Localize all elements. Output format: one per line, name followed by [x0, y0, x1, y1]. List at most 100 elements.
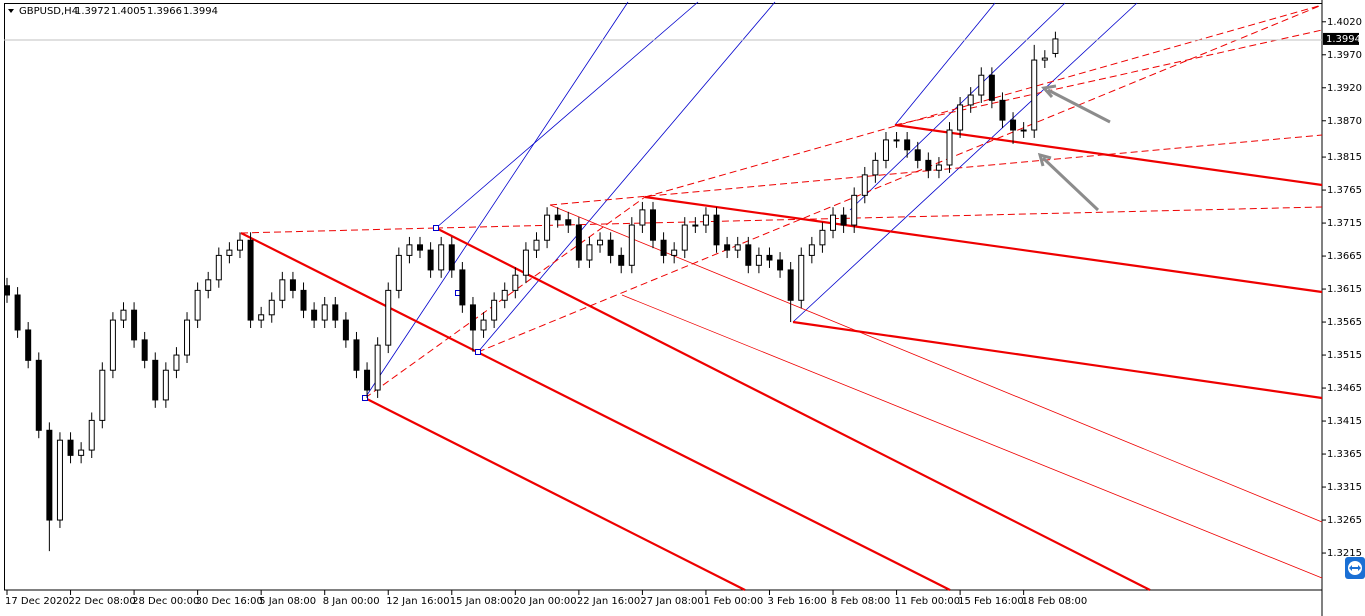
candle-body [1052, 38, 1059, 54]
candle-body [1041, 57, 1048, 61]
candle-body [808, 244, 815, 256]
candle-body [364, 369, 371, 391]
x-tick-label: 28 Dec 00:00 [132, 596, 199, 607]
teamviewer-icon[interactable] [1345, 557, 1365, 579]
x-tick-label: 22 Dec 08:00 [69, 596, 136, 607]
y-tick-label: 1.4020 [1327, 17, 1362, 28]
candle-body [480, 319, 487, 331]
candle-body [120, 309, 127, 321]
y-tick-label: 1.3665 [1327, 251, 1362, 262]
candle-body [830, 214, 837, 231]
candle-body [247, 239, 254, 321]
candle-body [469, 304, 476, 331]
candle-body [798, 254, 805, 301]
candle-body [14, 294, 21, 331]
candle-body [353, 339, 360, 371]
candle-body [745, 244, 752, 266]
candle-body [988, 74, 995, 101]
candle-body [554, 214, 561, 221]
candle-body [215, 254, 222, 281]
candle-body [226, 249, 233, 256]
x-tick-label: 3 Feb 16:00 [767, 596, 826, 607]
candle-body [289, 279, 296, 291]
candle-body [978, 74, 985, 96]
candle-body [734, 244, 741, 251]
x-tick-label: 8 Jan 00:00 [323, 596, 380, 607]
candle-body [512, 274, 519, 291]
candle-body [649, 209, 656, 241]
candle-body [56, 439, 63, 521]
candle-body [4, 285, 10, 296]
candle-body [427, 249, 434, 271]
candle-body [777, 259, 784, 271]
candle-body [131, 309, 138, 341]
candle-body [152, 359, 159, 401]
x-tick-label: 18 Feb 08:00 [1022, 596, 1088, 607]
candle-body [1031, 59, 1038, 131]
candle-body [25, 329, 32, 361]
candle-body [575, 224, 582, 261]
candle-body [904, 139, 911, 151]
candle-body [35, 359, 42, 431]
candle-body [840, 214, 847, 226]
candle-body [565, 219, 572, 226]
candle-body [766, 254, 773, 261]
candle-body [342, 319, 349, 341]
x-tick-label: 11 Feb 00:00 [895, 596, 961, 607]
candle-body [459, 269, 466, 306]
x-tick-label: 12 Jan 16:00 [386, 596, 449, 607]
candle-body [406, 244, 413, 256]
candle-body [724, 244, 731, 251]
candle-body [522, 249, 529, 276]
candle-body [925, 159, 932, 171]
current-price-label: 1.3994 [1326, 34, 1361, 45]
y-tick-label: 1.3765 [1327, 185, 1362, 196]
header-open: 1.3972 [75, 6, 110, 17]
candle-body [671, 249, 678, 256]
y-tick-label: 1.3315 [1327, 482, 1362, 493]
candle-body [88, 419, 95, 451]
candle-body [258, 314, 265, 321]
candle-body [448, 244, 455, 271]
candle-body [702, 214, 709, 226]
candle-body [586, 244, 593, 261]
candle-body [713, 214, 720, 246]
y-tick-label: 1.3870 [1327, 116, 1362, 127]
candle-body [544, 214, 551, 241]
candle-body [946, 129, 953, 166]
y-tick-label: 1.3970 [1327, 50, 1362, 61]
candle-body [1010, 119, 1017, 131]
candle-body [417, 244, 424, 251]
header-triangle [8, 9, 14, 13]
x-tick-label: 20 Jan 00:00 [513, 596, 576, 607]
candle-body [268, 299, 275, 316]
candle-body [851, 194, 858, 226]
candle-body [787, 269, 794, 301]
y-tick-label: 1.3920 [1327, 83, 1362, 94]
candle-body [141, 339, 148, 361]
candle-body [332, 304, 339, 321]
candle-body [162, 369, 169, 401]
candle-body [67, 439, 74, 456]
candle-body [618, 254, 625, 266]
y-tick-label: 1.3365 [1327, 449, 1362, 460]
candle-body [395, 254, 402, 291]
candle-body [660, 239, 667, 256]
candle-body [236, 239, 243, 251]
candle-body [999, 99, 1006, 121]
candle-body [173, 354, 180, 371]
y-tick-label: 1.3465 [1327, 383, 1362, 394]
candle-body [639, 209, 646, 226]
y-tick-label: 1.3715 [1327, 218, 1362, 229]
y-tick-label: 1.3815 [1327, 152, 1362, 163]
candle-body [501, 289, 508, 301]
anchor-points [362, 225, 481, 401]
candle-body [628, 224, 635, 266]
red-pitchfork-thick [240, 123, 1323, 591]
x-tick-label: 17 Dec 2020 [5, 596, 69, 607]
candle-body [184, 319, 191, 356]
y-tick-label: 1.3415 [1327, 416, 1362, 427]
